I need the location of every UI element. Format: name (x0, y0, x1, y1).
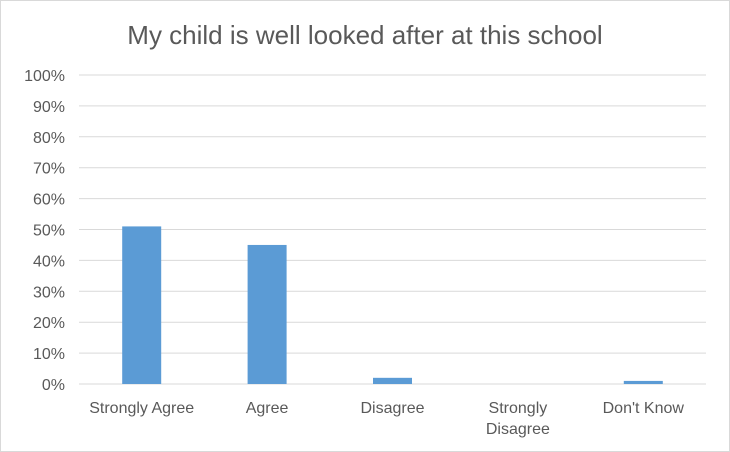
bars (122, 226, 663, 384)
y-tick-label: 0% (42, 377, 65, 394)
x-category-label: Don't Know (603, 400, 685, 417)
y-tick-label: 80% (33, 130, 65, 147)
x-category-label: Strongly Disagree (486, 400, 550, 438)
chart-title: My child is well looked after at this sc… (127, 20, 602, 50)
x-category-label: Disagree (360, 400, 424, 417)
y-axis-ticks: 0% 10% 20% 30% 40% 50% 60% 70% 80% 90% 100% (24, 68, 65, 394)
bar (247, 244, 287, 384)
y-tick-label: 50% (33, 223, 65, 240)
y-tick-label: 40% (33, 253, 65, 270)
bar (623, 380, 663, 384)
x-category-label: Agree (246, 400, 289, 417)
y-tick-label: 30% (33, 284, 65, 301)
bar (122, 226, 162, 384)
y-tick-label: 70% (33, 161, 65, 178)
x-category-label: Strongly Agree (89, 400, 194, 417)
gridlines (79, 74, 706, 385)
y-tick-label: 20% (33, 315, 65, 332)
y-tick-label: 90% (33, 99, 65, 116)
x-axis-labels: Strongly Agree Agree Disagree Strongly Disag… (89, 400, 684, 438)
y-tick-label: 100% (24, 68, 65, 85)
bar (373, 377, 412, 384)
y-tick-label: 60% (33, 192, 65, 209)
y-tick-label: 10% (33, 346, 65, 363)
